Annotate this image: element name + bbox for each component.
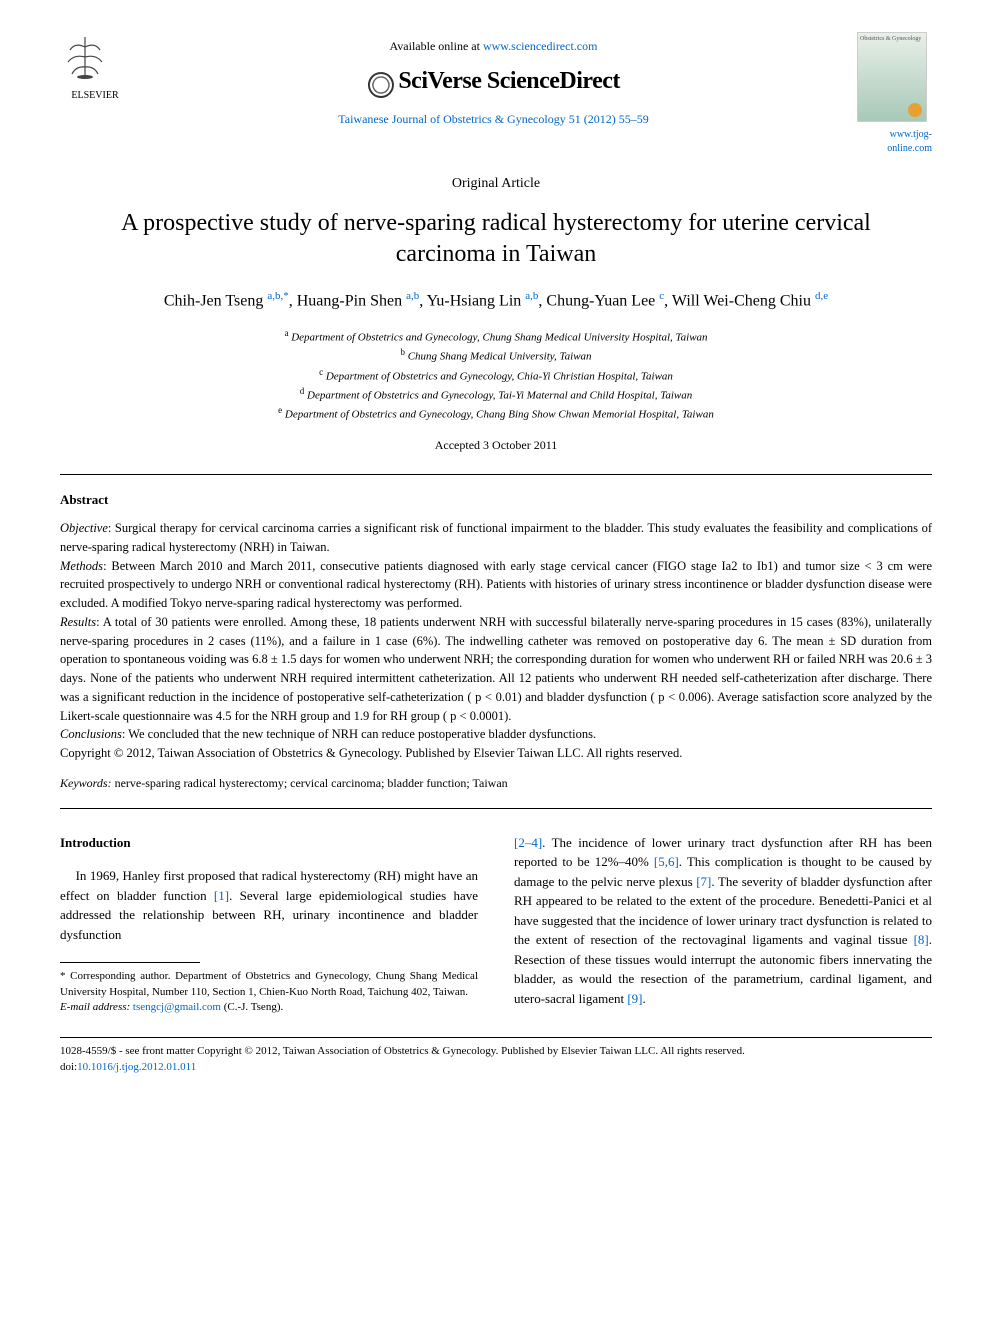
cover-title: Obstetrics & Gynecology bbox=[858, 33, 926, 45]
journal-cover: Obstetrics & Gynecology www.tjog-online.… bbox=[857, 32, 932, 156]
journal-reference[interactable]: Taiwanese Journal of Obstetrics & Gyneco… bbox=[130, 111, 857, 128]
conclusions-label: Conclusions bbox=[60, 727, 122, 741]
methods-text: : Between March 2010 and March 2011, con… bbox=[60, 559, 932, 611]
affiliation-line: e Department of Obstetrics and Gynecolog… bbox=[60, 404, 932, 423]
abstract-copyright: Copyright © 2012, Taiwan Association of … bbox=[60, 746, 682, 760]
authors-list: Chih-Jen Tseng a,b,*, Huang-Pin Shen a,b… bbox=[60, 288, 932, 313]
affiliations: a Department of Obstetrics and Gynecolog… bbox=[60, 327, 932, 423]
page-header: ELSEVIER Available online at www.science… bbox=[60, 32, 932, 156]
intro-paragraph-1: In 1969, Hanley first proposed that radi… bbox=[60, 866, 478, 944]
article-title: A prospective study of nerve-sparing rad… bbox=[60, 208, 932, 270]
ref-link-1[interactable]: [1] bbox=[214, 888, 229, 903]
sciencedirect-link[interactable]: www.sciencedirect.com bbox=[483, 39, 598, 53]
article-type: Original Article bbox=[60, 174, 932, 194]
intro-text-c2e: . bbox=[643, 991, 646, 1006]
available-online: Available online at www.sciencedirect.co… bbox=[130, 38, 857, 55]
doi-label: doi: bbox=[60, 1061, 77, 1073]
sciverse-logo: SciVerse ScienceDirect bbox=[130, 65, 857, 99]
intro-paragraph-continued: [2–4]. The incidence of lower urinary tr… bbox=[514, 833, 932, 1009]
sciverse-text: SciVerse ScienceDirect bbox=[398, 68, 620, 94]
results-text: : A total of 30 patients were enrolled. … bbox=[60, 615, 932, 723]
footer-divider bbox=[60, 1037, 932, 1038]
abstract-body: Objective: Surgical therapy for cervical… bbox=[60, 519, 932, 763]
accepted-date: Accepted 3 October 2011 bbox=[60, 437, 932, 454]
objective-text: : Surgical therapy for cervical carcinom… bbox=[60, 521, 932, 554]
footnote-divider bbox=[60, 962, 200, 963]
affiliation-line: b Chung Shang Medical University, Taiwan bbox=[60, 346, 932, 365]
ref-link-9[interactable]: [9] bbox=[627, 991, 642, 1006]
divider bbox=[60, 808, 932, 809]
ref-link-7[interactable]: [7] bbox=[696, 874, 711, 889]
available-text: Available online at bbox=[390, 39, 483, 53]
objective-label: Objective bbox=[60, 521, 108, 535]
column-left: Introduction In 1969, Hanley first propo… bbox=[60, 833, 478, 1016]
column-right: [2–4]. The incidence of lower urinary tr… bbox=[514, 833, 932, 1016]
email-link[interactable]: tsengcj@gmail.com bbox=[133, 1001, 221, 1013]
divider bbox=[60, 474, 932, 475]
elsevier-tree-icon bbox=[60, 32, 110, 82]
keywords-label: Keywords: bbox=[60, 776, 112, 790]
sciverse-swirl-icon bbox=[367, 71, 395, 99]
introduction-heading: Introduction bbox=[60, 833, 478, 853]
cover-seal-icon bbox=[908, 103, 922, 117]
email-line: E-mail address: tsengcj@gmail.com (C.-J.… bbox=[60, 1000, 478, 1015]
email-suffix: (C.-J. Tseng). bbox=[221, 1001, 283, 1013]
keywords-text: nerve-sparing radical hysterectomy; cerv… bbox=[112, 776, 508, 790]
results-label: Results bbox=[60, 615, 96, 629]
ref-link-8[interactable]: [8] bbox=[914, 932, 929, 947]
ref-link-2-4[interactable]: [2–4] bbox=[514, 835, 542, 850]
affiliation-line: c Department of Obstetrics and Gynecolog… bbox=[60, 366, 932, 385]
affiliation-line: d Department of Obstetrics and Gynecolog… bbox=[60, 385, 932, 404]
ref-link-5-6[interactable]: [5,6] bbox=[654, 854, 679, 869]
elsevier-name: ELSEVIER bbox=[60, 89, 130, 103]
email-label: E-mail address: bbox=[60, 1001, 133, 1013]
tjog-link[interactable]: www.tjog-online.com bbox=[857, 128, 932, 156]
footer-doi: doi:10.1016/j.tjog.2012.01.011 bbox=[60, 1060, 932, 1075]
cover-thumbnail: Obstetrics & Gynecology bbox=[857, 32, 927, 122]
elsevier-logo: ELSEVIER bbox=[60, 32, 130, 103]
affiliation-line: a Department of Obstetrics and Gynecolog… bbox=[60, 327, 932, 346]
footer-copyright: 1028-4559/$ - see front matter Copyright… bbox=[60, 1044, 932, 1059]
methods-label: Methods bbox=[60, 559, 103, 573]
center-header: Available online at www.sciencedirect.co… bbox=[130, 32, 857, 128]
body-columns: Introduction In 1969, Hanley first propo… bbox=[60, 833, 932, 1016]
corresponding-author: * Corresponding author. Department of Ob… bbox=[60, 969, 478, 1000]
keywords: Keywords: nerve-sparing radical hysterec… bbox=[60, 775, 932, 792]
doi-link[interactable]: 10.1016/j.tjog.2012.01.011 bbox=[77, 1061, 196, 1073]
abstract-heading: Abstract bbox=[60, 491, 932, 509]
conclusions-text: : We concluded that the new technique of… bbox=[122, 727, 596, 741]
